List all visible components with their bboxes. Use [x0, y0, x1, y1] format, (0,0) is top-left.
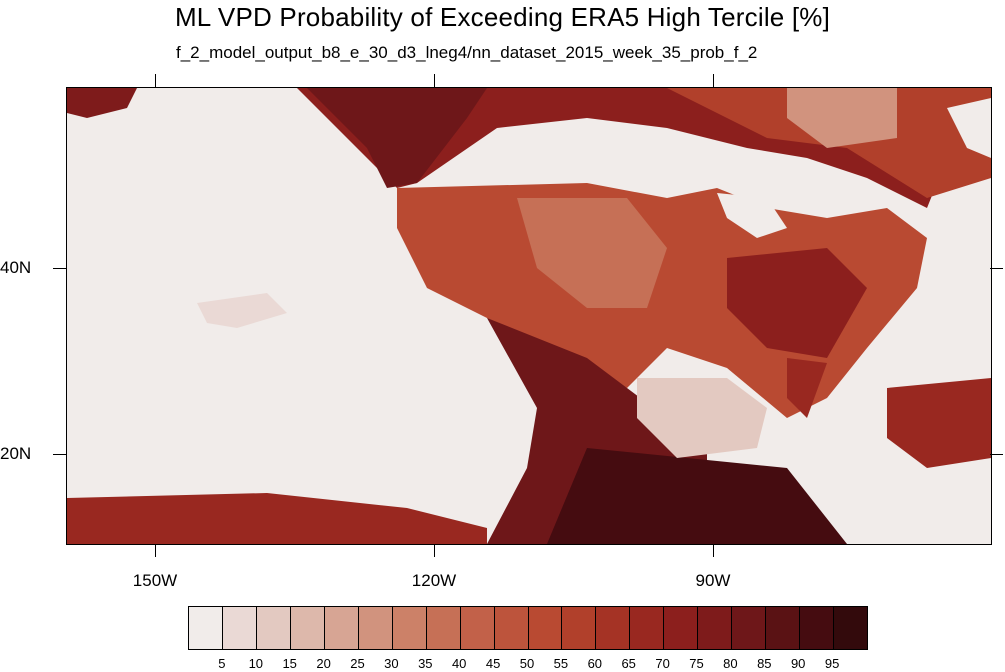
colorbar-swatch — [324, 607, 359, 649]
central-plains-light — [517, 198, 667, 308]
lat-label-40n: 40N — [0, 258, 32, 277]
colorbar-swatch — [426, 607, 461, 649]
hudson-light — [787, 88, 897, 148]
canada-west-dark — [307, 88, 487, 188]
lon-tick-90w-bottom — [713, 544, 714, 557]
colorbar-swatch — [256, 607, 291, 649]
probability-map — [67, 88, 991, 544]
colorbar-swatch — [664, 607, 699, 649]
lon-tick-150w-bottom — [155, 544, 156, 557]
lat-tick-40n-right — [990, 268, 1003, 269]
colorbar-label: 60 — [587, 656, 603, 671]
lat-label-20n: 20N — [0, 444, 32, 463]
colorbar-swatch — [800, 607, 835, 649]
lon-tick-90w — [713, 74, 714, 87]
colorbar-swatch — [460, 607, 495, 649]
colorbar-label: 75 — [689, 656, 704, 671]
central-america-dark — [547, 448, 847, 544]
colorbar-label: 80 — [723, 656, 738, 671]
northeast-light-patch — [947, 98, 991, 158]
colorbar-label: 10 — [248, 656, 264, 671]
lat-tick-40n — [53, 268, 66, 269]
southeast-dark — [727, 248, 867, 358]
colorbar-swatch — [189, 607, 223, 649]
lon-label-90w: 90W — [695, 571, 731, 590]
gulf-region — [637, 378, 767, 458]
lon-label-120w: 120W — [411, 571, 457, 590]
caribbean-east — [887, 378, 991, 468]
colorbar-label: 40 — [451, 656, 467, 671]
colorbar-label: 5 — [218, 656, 226, 671]
colorbar-swatch — [528, 607, 563, 649]
colorbar-label: 30 — [384, 656, 399, 671]
colorbar-swatch — [596, 607, 631, 649]
colorbar-label: 50 — [519, 656, 535, 671]
lon-tick-120w-bottom — [434, 544, 435, 557]
lon-tick-150w — [155, 74, 156, 87]
colorbar-swatch — [732, 607, 767, 649]
colorbar-label: 20 — [316, 656, 331, 671]
colorbar-label: 90 — [790, 656, 806, 671]
colorbar-label: 85 — [757, 656, 772, 671]
lat-tick-20n — [53, 454, 66, 455]
colorbar-label: 25 — [350, 656, 365, 671]
colorbar-swatch — [494, 607, 529, 649]
colorbar-swatch — [562, 607, 597, 649]
colorbar-label: 45 — [485, 656, 501, 671]
map-plot-area — [66, 87, 992, 545]
tropical-pacific-band — [67, 493, 487, 544]
florida — [787, 358, 827, 418]
colorbar-label: 55 — [553, 656, 569, 671]
lat-tick-20n-right — [990, 454, 1003, 455]
great-lakes — [717, 193, 787, 238]
map-subtitle: f_2_model_output_b8_e_30_d3_lneg4/nn_dat… — [176, 43, 758, 62]
colorbar-swatch — [630, 607, 665, 649]
colorbar-label: 65 — [621, 656, 636, 671]
alaska-region — [67, 88, 137, 118]
colorbar-swatch — [698, 607, 733, 649]
colorbar-label: 95 — [824, 656, 840, 671]
lon-label-150w: 150W — [132, 571, 178, 590]
colorbar-swatch — [766, 607, 801, 649]
colorbar-label: 70 — [655, 656, 670, 671]
colorbar-label: 15 — [282, 656, 297, 671]
pacific-light-patch — [197, 293, 287, 328]
colorbar — [188, 606, 868, 650]
colorbar-swatch — [358, 607, 393, 649]
colorbar-swatch — [290, 607, 325, 649]
lon-tick-120w — [434, 74, 435, 87]
colorbar-label: 35 — [418, 656, 433, 671]
map-title: ML VPD Probability of Exceeding ERA5 Hig… — [174, 2, 831, 32]
colorbar-swatch — [392, 607, 427, 649]
colorbar-swatch — [222, 607, 257, 649]
colorbar-swatch — [834, 607, 868, 649]
